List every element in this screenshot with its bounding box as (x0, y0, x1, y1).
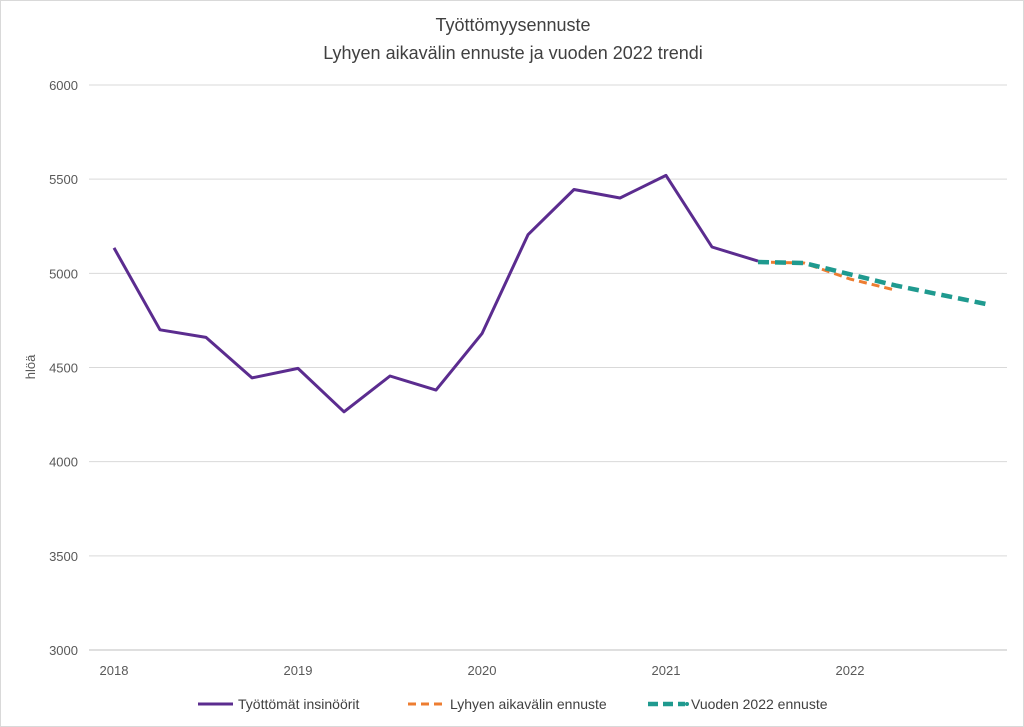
legend-item-1: Lyhyen aikavälin ennuste (408, 696, 607, 712)
y-tick-labels: 3000 3500 4000 4500 5000 5500 6000 (49, 78, 78, 658)
chart-title: Työttömyysennuste (435, 15, 590, 35)
legend-item-0: Työttömät insinöörit (198, 696, 359, 712)
x-tick-label-2019: 2019 (284, 663, 313, 678)
x-tick-label-2021: 2021 (652, 663, 681, 678)
y-tick-label-3000: 3000 (49, 643, 78, 658)
y-axis-label: hlöä (23, 354, 38, 379)
legend-label-2: Vuoden 2022 ennuste (691, 696, 828, 712)
y-tick-label-4500: 4500 (49, 361, 78, 376)
series-line-2 (757, 259, 989, 307)
x-tick-labels: 2018 2019 2020 2021 2022 (100, 663, 865, 678)
y-tick-label-3500: 3500 (49, 549, 78, 564)
gridlines (89, 84, 1007, 651)
legend-label-1: Lyhyen aikavälin ennuste (450, 696, 607, 712)
series-line-1 (757, 260, 897, 292)
y-tick-label-5000: 5000 (49, 266, 78, 281)
chart-subtitle: Lyhyen aikavälin ennuste ja vuoden 2022 … (323, 43, 703, 63)
x-tick-label-2020: 2020 (468, 663, 497, 678)
x-tick-label-2018: 2018 (100, 663, 129, 678)
legend-marker-2 (685, 702, 689, 706)
legend-item-2: Vuoden 2022 ennuste (648, 696, 828, 712)
y-tick-label-6000: 6000 (49, 78, 78, 93)
x-tick-label-2022: 2022 (836, 663, 865, 678)
legend-label-0: Työttömät insinöörit (238, 696, 359, 712)
series-line-0 (112, 173, 759, 414)
series-lines (112, 173, 989, 414)
y-tick-label-4000: 4000 (49, 455, 78, 470)
y-tick-label-5500: 5500 (49, 172, 78, 187)
legend: Työttömät insinöörit Lyhyen aikavälin en… (198, 696, 828, 712)
